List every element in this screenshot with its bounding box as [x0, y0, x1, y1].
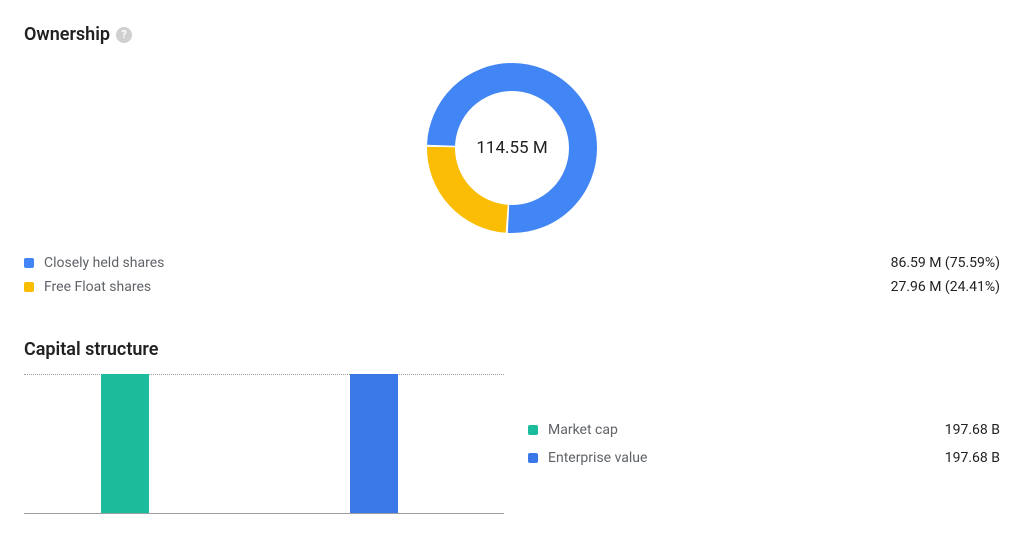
legend-left: Closely held shares: [24, 255, 164, 271]
ownership-section: Ownership ? 114.55 M Closely held shares…: [24, 24, 1000, 299]
bars-container: [24, 374, 504, 513]
ownership-legend-row: Free Float shares 27.96 M (24.41%): [24, 275, 1000, 299]
legend-value: 197.68 B: [945, 422, 1000, 438]
capital-legend-row: Market cap 197.68 B: [528, 416, 1000, 444]
help-icon[interactable]: ?: [116, 27, 132, 43]
bar-enterprise_value: [350, 374, 398, 513]
legend-label: Closely held shares: [44, 255, 164, 271]
capital-section: Capital structure Market cap197.68 BEnte…: [24, 339, 1000, 514]
bar-chart: [24, 374, 504, 514]
donut-center-value: 114.55 M: [427, 63, 597, 233]
legend-value: 197.68 B: [945, 450, 1000, 466]
donut-chart-area: 114.55 M: [24, 63, 1000, 233]
donut-chart: 114.55 M: [427, 63, 597, 233]
capital-legend-row: Enterprise value 197.68 B: [528, 444, 1000, 472]
legend-swatch: [528, 453, 538, 463]
legend-swatch: [24, 282, 34, 292]
legend-swatch: [528, 425, 538, 435]
legend-label: Market cap: [548, 422, 618, 438]
bar-baseline: [24, 513, 504, 514]
legend-left: Enterprise value: [528, 450, 647, 466]
legend-left: Free Float shares: [24, 279, 151, 295]
ownership-legend: Closely held shares 86.59 M (75.59%) Free …: [24, 251, 1000, 299]
capital-title: Capital structure: [24, 339, 1000, 360]
capital-body: Market cap 197.68 B Enterprise value 197.68…: [24, 374, 1000, 514]
legend-swatch: [24, 258, 34, 268]
legend-label: Enterprise value: [548, 450, 647, 466]
ownership-title-row: Ownership ?: [24, 24, 1000, 45]
legend-label: Free Float shares: [44, 279, 151, 295]
ownership-title: Ownership: [24, 24, 110, 45]
legend-value: 86.59 M (75.59%): [891, 255, 1000, 271]
capital-legend: Market cap 197.68 B Enterprise value 197.68…: [528, 374, 1000, 472]
legend-left: Market cap: [528, 422, 618, 438]
ownership-legend-row: Closely held shares 86.59 M (75.59%): [24, 251, 1000, 275]
legend-value: 27.96 M (24.41%): [891, 279, 1000, 295]
bar-market_cap: [101, 374, 149, 513]
